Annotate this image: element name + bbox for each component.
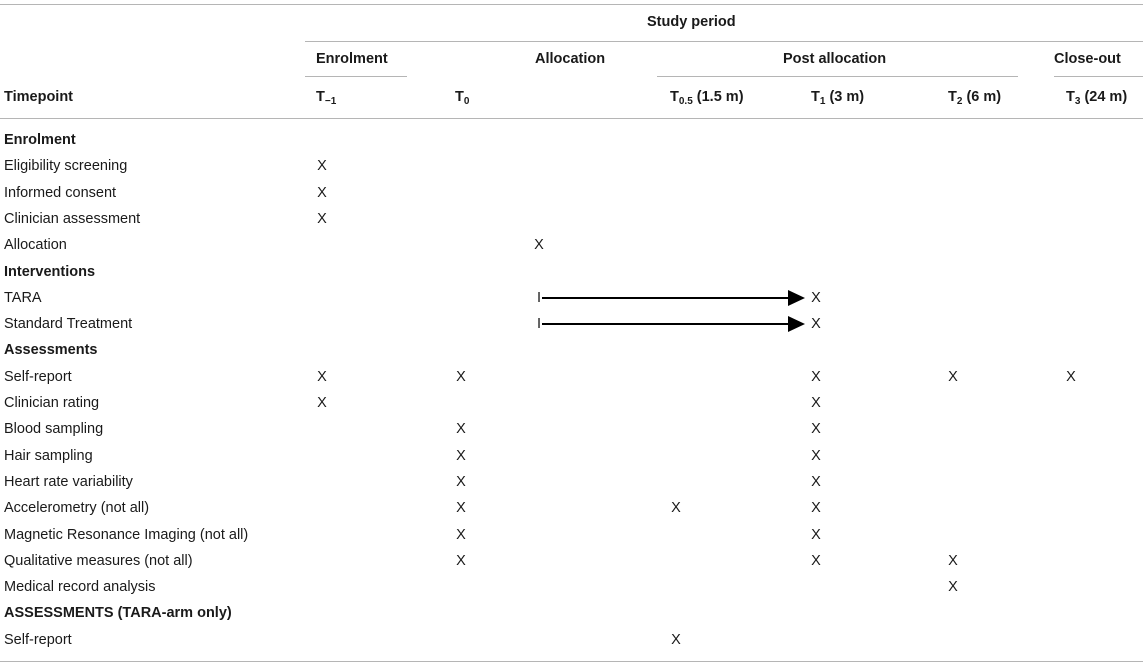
section-heading: ASSESSMENTS (TARA-arm only) bbox=[4, 605, 232, 621]
timepoint-sub: 1 bbox=[819, 96, 826, 107]
section-heading: Enrolment bbox=[4, 132, 76, 148]
row-label: Heart rate variability bbox=[4, 474, 133, 490]
mark-t0: X bbox=[456, 448, 466, 464]
mark-t1: X bbox=[811, 500, 821, 516]
timepoint-main: T bbox=[455, 89, 464, 105]
mark-t1: X bbox=[811, 369, 821, 385]
mark-t05: X bbox=[671, 500, 681, 516]
row-label: Qualitative measures (not all) bbox=[4, 553, 193, 569]
mark-t1: X bbox=[811, 421, 821, 437]
timepoint-main: T bbox=[670, 89, 679, 105]
mark-tm1: X bbox=[317, 185, 327, 201]
row-label: Magnetic Resonance Imaging (not all) bbox=[4, 527, 249, 543]
mark-t1: X bbox=[811, 474, 821, 490]
row-label: Clinician assessment bbox=[4, 211, 141, 227]
mark-t2: X bbox=[948, 369, 958, 385]
timepoint-sub: 2 bbox=[956, 96, 963, 107]
mark-t1: X bbox=[811, 448, 821, 464]
section-heading: Interventions bbox=[4, 264, 96, 280]
mark-t1: X bbox=[811, 553, 821, 569]
mark-t2: X bbox=[948, 553, 958, 569]
header-rule bbox=[0, 118, 1143, 119]
row-label: Blood sampling bbox=[4, 421, 104, 437]
mark-t0: X bbox=[456, 500, 466, 516]
group-post-allocation: Post allocation bbox=[783, 51, 887, 67]
row-label: Eligibility screening bbox=[4, 158, 128, 174]
group-allocation: Allocation bbox=[535, 51, 606, 67]
mark-tm1: X bbox=[317, 158, 327, 174]
timepoint-sub: 0.5 bbox=[678, 96, 693, 107]
mark-t05: X bbox=[671, 632, 681, 648]
row-label: Hair sampling bbox=[4, 448, 93, 464]
row-label: TARA bbox=[4, 290, 42, 306]
bottom-rule bbox=[0, 661, 1143, 662]
mark-t0: X bbox=[456, 474, 466, 490]
duration-arrow bbox=[542, 316, 805, 332]
mark-t0: X bbox=[456, 527, 466, 543]
mark-t1: X bbox=[811, 290, 821, 306]
mark-t3: X bbox=[1066, 369, 1076, 385]
row-label: Self-report bbox=[4, 632, 72, 648]
study-period-rule bbox=[305, 41, 1143, 42]
timepoint-main: T bbox=[948, 89, 957, 105]
timepoint-main: T bbox=[1066, 89, 1075, 105]
top-rule bbox=[0, 4, 1143, 5]
mark-t2: X bbox=[948, 579, 958, 595]
mark-t1: X bbox=[811, 316, 821, 332]
timepoint-sub: 3 bbox=[1074, 96, 1081, 107]
timepoint-label: Timepoint bbox=[4, 89, 74, 105]
mark-t0: X bbox=[456, 421, 466, 437]
timepoint-sub: −1 bbox=[324, 96, 337, 107]
mark-tm1: X bbox=[317, 369, 327, 385]
timepoint-suffix: (1.5 m) bbox=[692, 89, 744, 105]
mark-alloc: I bbox=[536, 290, 542, 306]
study-period-heading: Study period bbox=[647, 14, 736, 30]
mark-t1: X bbox=[811, 527, 821, 543]
group-enrolment: Enrolment bbox=[316, 51, 388, 67]
timepoint-header-tm1: T−1 bbox=[316, 88, 337, 107]
timepoint-main: T bbox=[316, 89, 325, 105]
timepoint-header-t3: T3 (24 m) bbox=[1066, 88, 1128, 107]
row-label: Medical record analysis bbox=[4, 579, 156, 595]
mark-t0: X bbox=[456, 369, 466, 385]
arrow-head bbox=[788, 290, 805, 306]
row-label: Self-report bbox=[4, 369, 72, 385]
post-allocation-group-rule bbox=[657, 76, 1018, 77]
mark-alloc: I bbox=[536, 316, 542, 332]
timepoint-header-t2: T2 (6 m) bbox=[948, 88, 1002, 107]
timepoint-main: T bbox=[811, 89, 820, 105]
mark-alloc: X bbox=[534, 237, 544, 253]
arrow-head bbox=[788, 316, 805, 332]
row-label: Clinician rating bbox=[4, 395, 100, 411]
mark-t0: X bbox=[456, 553, 466, 569]
timepoint-suffix: (24 m) bbox=[1080, 89, 1128, 105]
mark-t1: X bbox=[811, 395, 821, 411]
row-label: Allocation bbox=[4, 237, 67, 253]
timepoint-suffix: (6 m) bbox=[962, 89, 1002, 105]
timepoint-suffix: (3 m) bbox=[825, 89, 865, 105]
row-label: Standard Treatment bbox=[4, 316, 133, 332]
close-out-group-rule bbox=[1054, 76, 1143, 77]
duration-arrow bbox=[542, 290, 805, 306]
enrolment-group-rule bbox=[305, 76, 407, 77]
timepoint-header-t0: T0 bbox=[455, 88, 470, 107]
row-label: Informed consent bbox=[4, 185, 117, 201]
timepoint-header-t05: T0.5 (1.5 m) bbox=[670, 88, 744, 107]
section-heading: Assessments bbox=[4, 342, 98, 358]
mark-tm1: X bbox=[317, 395, 327, 411]
row-label: Accelerometry (not all) bbox=[4, 500, 150, 516]
timepoint-header-t1: T1 (3 m) bbox=[811, 88, 865, 107]
mark-tm1: X bbox=[317, 211, 327, 227]
timepoint-sub: 0 bbox=[463, 96, 470, 107]
group-close-out: Close-out bbox=[1054, 51, 1121, 67]
